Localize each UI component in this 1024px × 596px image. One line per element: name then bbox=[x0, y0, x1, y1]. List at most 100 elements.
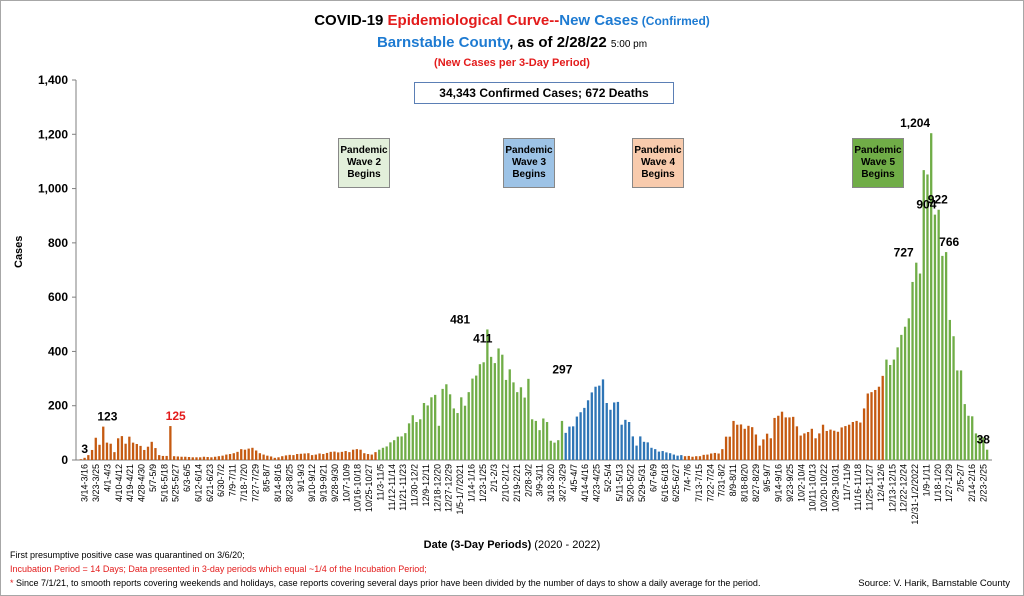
bar bbox=[911, 281, 914, 460]
bar bbox=[202, 456, 206, 460]
x-tick-label: 4/19-4/21 bbox=[125, 464, 135, 502]
bar bbox=[676, 455, 679, 460]
x-tick-label: 10/16-10/18 bbox=[353, 464, 363, 512]
bar bbox=[411, 415, 414, 460]
bar bbox=[930, 133, 933, 460]
bar bbox=[631, 436, 634, 460]
bar bbox=[952, 336, 955, 460]
bar bbox=[635, 445, 638, 460]
bar bbox=[758, 445, 761, 460]
bar bbox=[191, 457, 194, 460]
y-tick-label: 800 bbox=[48, 236, 68, 250]
bar bbox=[404, 433, 407, 460]
data-label: 3 bbox=[81, 442, 88, 456]
x-tick-label: 5/29-5/31 bbox=[637, 464, 647, 502]
bar bbox=[434, 394, 437, 460]
data-label: 1,204 bbox=[900, 116, 930, 130]
bar bbox=[400, 436, 403, 460]
bar bbox=[322, 454, 325, 460]
bar bbox=[456, 413, 459, 460]
bar bbox=[87, 455, 90, 460]
bar bbox=[206, 457, 209, 460]
bar bbox=[445, 384, 448, 460]
x-tick-label: 7/9-7/11 bbox=[228, 464, 238, 496]
bar bbox=[624, 419, 627, 460]
bar bbox=[325, 452, 329, 460]
x-tick-label: 2/5-2/7 bbox=[956, 464, 966, 492]
x-tick-label: 1/9-1/11 bbox=[921, 464, 931, 496]
bar bbox=[620, 424, 623, 460]
bar bbox=[825, 430, 828, 460]
bar bbox=[232, 453, 235, 460]
bar bbox=[385, 446, 388, 460]
bar bbox=[426, 405, 429, 460]
bar bbox=[452, 408, 455, 460]
bar bbox=[247, 448, 250, 460]
bar bbox=[512, 382, 515, 460]
bar bbox=[892, 359, 896, 460]
bar bbox=[102, 426, 105, 460]
bar bbox=[773, 417, 776, 460]
bar bbox=[956, 370, 959, 460]
data-label: 125 bbox=[166, 409, 186, 423]
bar bbox=[228, 454, 232, 460]
bar bbox=[579, 412, 582, 460]
chart-subtitle-2: (New Cases per 3-Day Period) bbox=[434, 57, 590, 69]
y-tick-label: 0 bbox=[61, 453, 68, 467]
x-tick-label: 7/18-7/20 bbox=[239, 464, 249, 502]
bar bbox=[691, 456, 694, 460]
x-tick-label: 7/13-7/15 bbox=[694, 464, 704, 502]
bar bbox=[840, 427, 843, 460]
bar bbox=[281, 456, 284, 460]
x-tick-label: 12/18-12/20 bbox=[432, 464, 442, 512]
bar bbox=[363, 453, 366, 460]
bar bbox=[143, 449, 146, 460]
bar bbox=[355, 449, 358, 460]
bar bbox=[83, 457, 86, 460]
x-tick-label: 4/10-4/12 bbox=[114, 464, 124, 502]
bar bbox=[501, 354, 504, 460]
x-tick-label: 6/21-6/23 bbox=[205, 464, 215, 502]
bar bbox=[572, 426, 575, 460]
footnote-1: First presumptive positive case was quar… bbox=[10, 550, 245, 560]
x-tick-label: 12/4-12/6 bbox=[876, 464, 886, 502]
bar bbox=[948, 319, 951, 460]
bar bbox=[803, 433, 806, 460]
bar bbox=[683, 456, 687, 460]
bar bbox=[549, 440, 552, 460]
bar bbox=[199, 457, 202, 460]
bar bbox=[710, 453, 713, 460]
x-tick-label: 7/27-7/29 bbox=[250, 464, 260, 502]
bar bbox=[885, 359, 888, 460]
x-tick-label: 4/14-4/16 bbox=[580, 464, 590, 502]
x-tick-label: 10/25-10/27 bbox=[364, 464, 374, 512]
bar bbox=[799, 435, 802, 460]
bar bbox=[557, 440, 560, 460]
wave-3-label: Pandemic Wave 3 Begins bbox=[503, 138, 555, 188]
bar bbox=[751, 427, 754, 460]
wave-5-label: Pandemic Wave 5 Begins bbox=[852, 138, 904, 188]
bar bbox=[941, 255, 944, 460]
bar bbox=[874, 389, 877, 460]
bar bbox=[236, 451, 239, 460]
bar bbox=[762, 439, 765, 460]
bar bbox=[139, 445, 142, 460]
x-tick-label: 9/5-9/7 bbox=[762, 464, 772, 492]
bar bbox=[870, 392, 873, 460]
bar bbox=[471, 378, 474, 460]
bar bbox=[482, 362, 485, 460]
bar bbox=[564, 432, 567, 460]
x-tick-label: 4/1-4/3 bbox=[102, 464, 112, 492]
bar bbox=[374, 452, 377, 460]
footnote-2: Incubation Period = 14 Days; Data presen… bbox=[10, 564, 427, 574]
bar bbox=[486, 329, 489, 460]
bar bbox=[833, 430, 836, 460]
bar bbox=[743, 428, 746, 460]
bar bbox=[135, 443, 138, 460]
bar bbox=[389, 442, 392, 460]
bar bbox=[161, 455, 165, 460]
x-tick-label: 3/9-3/11 bbox=[535, 464, 545, 496]
bar bbox=[680, 455, 683, 460]
bar bbox=[337, 452, 340, 460]
bar bbox=[415, 422, 418, 460]
